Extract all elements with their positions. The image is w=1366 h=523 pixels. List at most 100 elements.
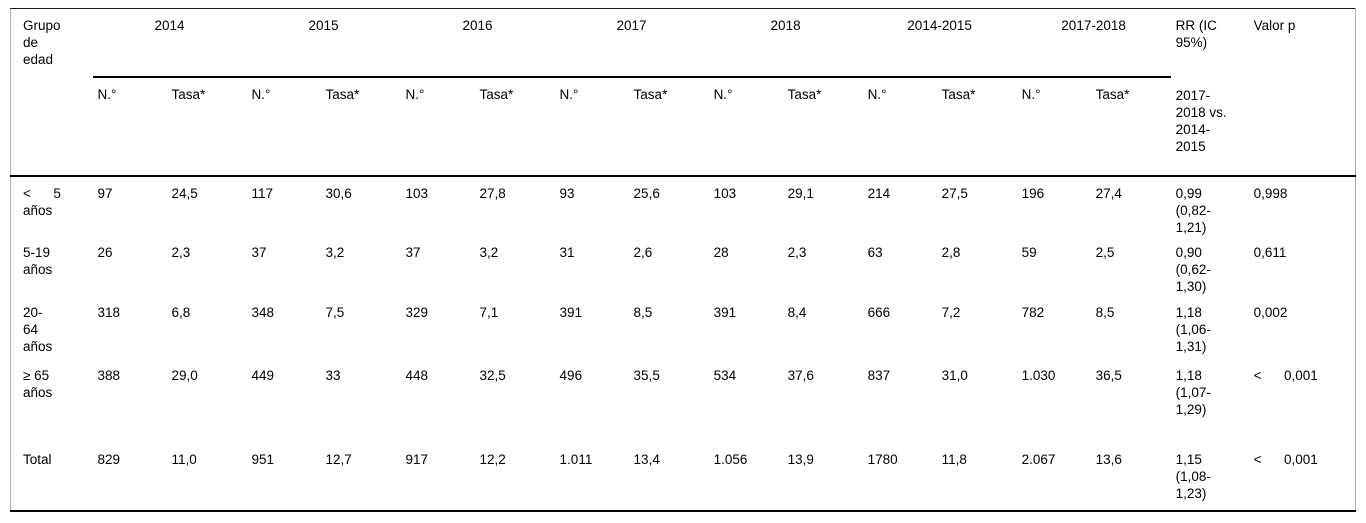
incidence-table: Grupo de edad 2014 2015 2016 2017 2018 2…	[10, 8, 1356, 512]
cell-value: 2,3	[787, 244, 807, 260]
cell-value: 32,5	[479, 367, 506, 383]
cell-value: 348	[251, 304, 275, 320]
col-header-rr: RR (IC 95%) 2017- 2018 vs. 2014- 2015	[1170, 8, 1249, 177]
subheader-tasa-2018: Tasa*	[782, 76, 863, 177]
cell-p: 0,002	[1253, 304, 1288, 320]
cell-value: 27,5	[941, 185, 968, 201]
table-row-5-19: 5-19 años 26 2,3 37 3,2 37 3,2 31 2,6 28…	[11, 236, 1356, 296]
cell-p: < 0,001	[1253, 367, 1318, 383]
table-row-under5: < 5 años 97 24,5 117 30,6 103 27,8 93 25…	[11, 176, 1356, 236]
header-row-subcolumns: N.° Tasa* N.° Tasa* N.° Tasa* N.° Tasa* …	[11, 76, 1356, 177]
cell-value: 829	[92, 442, 167, 512]
cell-value: 103	[713, 185, 737, 201]
cell-value: 448	[405, 367, 429, 383]
col-header-period-2017-2018: 2017-2018	[1016, 8, 1171, 78]
subheader-tasa-2014-2015: Tasa*	[936, 76, 1017, 177]
cell-value: 2,8	[941, 244, 961, 260]
cell-value: 33	[325, 367, 341, 383]
cell-value: 8,5	[633, 304, 653, 320]
cell-value: 388	[97, 367, 121, 383]
cell-value: 951	[246, 442, 321, 512]
cell-value: 31,0	[941, 367, 968, 383]
subheader-n-2018: N.°	[708, 76, 783, 177]
header-row-years: Grupo de edad 2014 2015 2016 2017 2018 2…	[10, 8, 1356, 177]
cell-rr: 1,15 (1,08- 1,23)	[1170, 442, 1249, 512]
table-row-20-64: 20- 64 años 318 6,8 348 7,5 329 7,1 391 …	[11, 296, 1356, 359]
row-label: 5-19 años	[23, 244, 53, 277]
cell-value: 13,9	[782, 442, 863, 512]
cell-value: 30,6	[325, 185, 352, 201]
col-header-year-2017: 2017	[554, 8, 709, 78]
cell-value: 8,4	[787, 304, 807, 320]
rr-subheader-comparison: 2017- 2018 vs. 2014- 2015	[1175, 88, 1227, 154]
cell-value: 1.056	[708, 442, 783, 512]
subheader-tasa-2016: Tasa*	[474, 76, 555, 177]
cell-value: 29,0	[171, 367, 198, 383]
cell-rr: 1,18 (1,07- 1,29)	[1175, 367, 1211, 417]
cell-value: 11,8	[936, 442, 1017, 512]
cell-value: 12,2	[474, 442, 555, 512]
cell-p: 0,611	[1253, 244, 1287, 260]
subheader-n-2014-2015: N.°	[862, 76, 937, 177]
cell-value: 59	[1021, 244, 1037, 260]
subheader-tasa-2014: Tasa*	[166, 76, 247, 177]
row-label: < 5 años	[23, 185, 61, 218]
cell-value: 3,2	[479, 244, 499, 260]
table-row-65plus: ≥ 65 años 388 29,0 449 33 448 32,5 496 3…	[11, 359, 1356, 443]
cell-value: 2,6	[633, 244, 653, 260]
cell-value: 917	[400, 442, 475, 512]
cell-value: 35,5	[633, 367, 660, 383]
cell-value: 8,5	[1095, 304, 1115, 320]
cell-value: 782	[1021, 304, 1045, 320]
cell-rr: 1,18 (1,06- 1,31)	[1175, 304, 1211, 354]
cell-value: 534	[713, 367, 737, 383]
cell-value: 13,4	[628, 442, 709, 512]
cell-value: 37	[251, 244, 267, 260]
cell-value: 2,3	[171, 244, 191, 260]
cell-value: 1780	[862, 442, 937, 512]
col-header-year-2018: 2018	[708, 8, 863, 78]
subheader-n-2017: N.°	[554, 76, 629, 177]
col-header-year-2016: 2016	[400, 8, 555, 78]
cell-value: 329	[405, 304, 429, 320]
subheader-tasa-2017-2018: Tasa*	[1090, 76, 1171, 177]
cell-value: 2.067	[1016, 442, 1091, 512]
cell-p: 0,998	[1253, 185, 1288, 201]
cell-value: 318	[97, 304, 121, 320]
row-label: Total	[10, 442, 93, 512]
corner-header-grupo-edad: Grupo de edad	[10, 8, 93, 177]
cell-rr: 0,90 (0,62- 1,30)	[1175, 244, 1211, 294]
cell-value: 391	[559, 304, 583, 320]
subheader-n-2016: N.°	[400, 76, 475, 177]
cell-value: 13,6	[1090, 442, 1171, 512]
cell-value: 196	[1021, 185, 1045, 201]
cell-p: < 0,001	[1248, 442, 1356, 512]
table-row-total: Total 829 11,0 951 12,7 917 12,2 1.011 1…	[10, 442, 1356, 512]
cell-value: 11,0	[166, 442, 247, 512]
row-label: 20- 64 años	[23, 304, 53, 354]
cell-value: 93	[559, 185, 575, 201]
col-header-year-2014: 2014	[92, 8, 247, 78]
cell-value: 7,2	[941, 304, 961, 320]
cell-value: 12,7	[320, 442, 401, 512]
row-label: ≥ 65 años	[23, 367, 53, 400]
cell-value: 25,6	[633, 185, 660, 201]
col-header-period-2014-2015: 2014-2015	[862, 8, 1017, 78]
subheader-n-2014: N.°	[92, 76, 167, 177]
cell-value: 214	[867, 185, 891, 201]
subheader-n-2015: N.°	[246, 76, 321, 177]
cell-value: 103	[405, 185, 429, 201]
cell-value: 63	[867, 244, 883, 260]
col-header-year-2015: 2015	[246, 8, 401, 78]
cell-value: 36,5	[1095, 367, 1122, 383]
cell-value: 117	[251, 185, 274, 201]
cell-value: 24,5	[171, 185, 198, 201]
cell-value: 37	[405, 244, 421, 260]
cell-value: 7,5	[325, 304, 345, 320]
cell-value: 6,8	[171, 304, 191, 320]
cell-value: 31	[559, 244, 575, 260]
cell-value: 37,6	[787, 367, 814, 383]
cell-value: 666	[867, 304, 891, 320]
cell-value: 26	[97, 244, 113, 260]
cell-value: 2,5	[1095, 244, 1115, 260]
